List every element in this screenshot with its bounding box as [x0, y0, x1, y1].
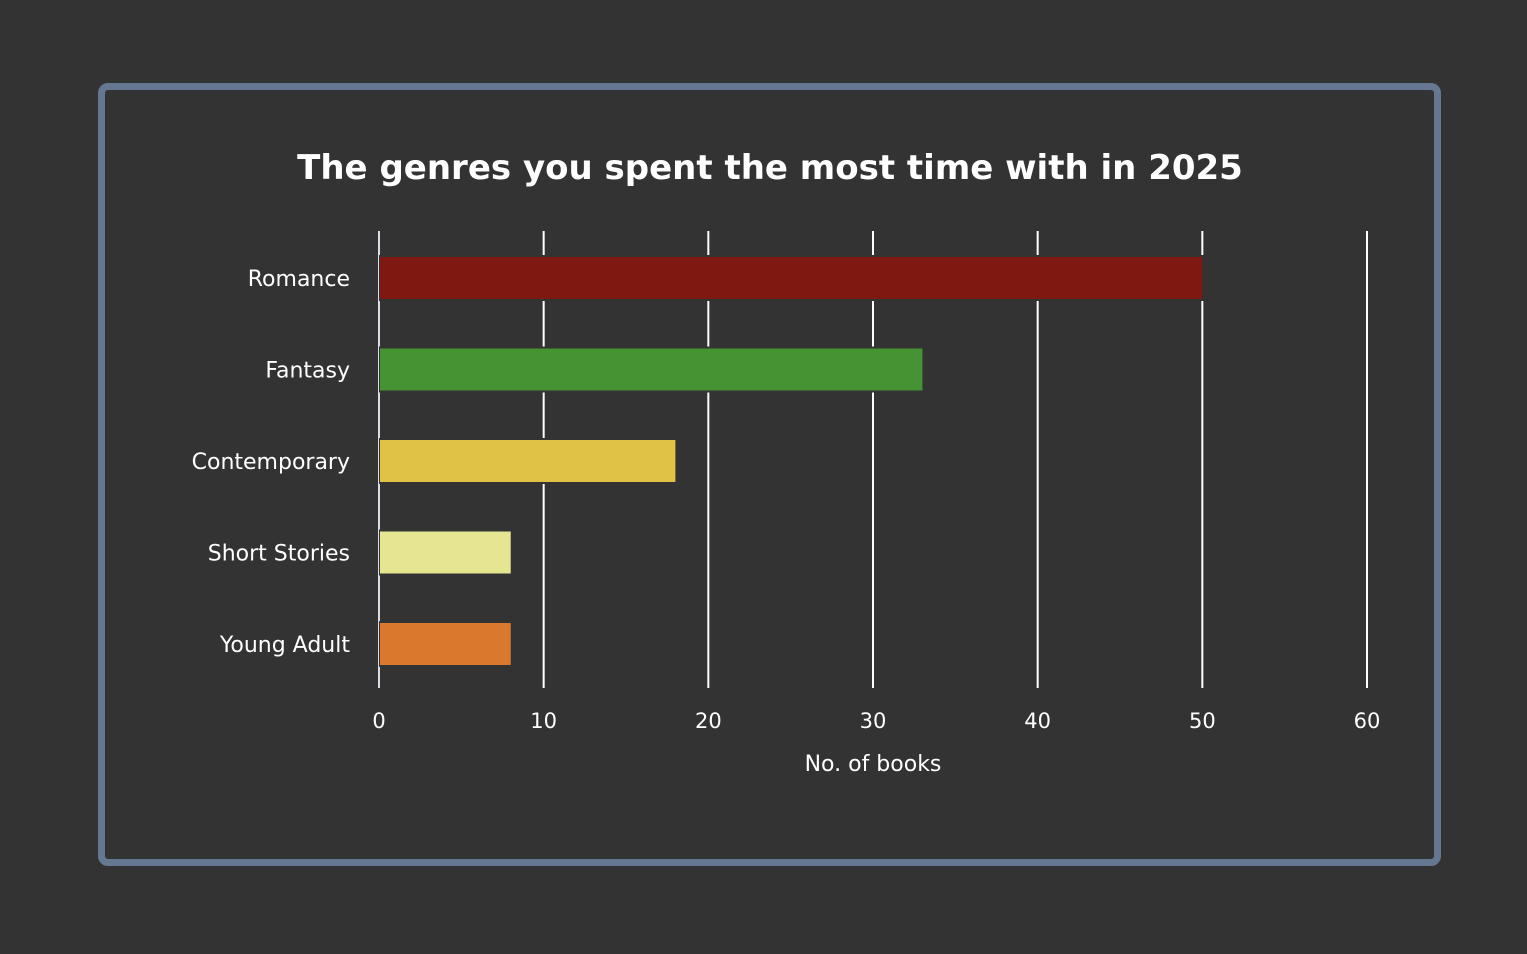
bar-short-stories — [380, 531, 511, 574]
x-axis-label: No. of books — [805, 752, 942, 777]
x-tick-label: 40 — [1024, 709, 1051, 733]
x-tick-label: 30 — [860, 709, 887, 733]
bar-young-adult — [380, 623, 511, 665]
x-tick-label: 50 — [1189, 709, 1216, 733]
x-tick-label: 20 — [695, 709, 722, 733]
x-tick-label: 60 — [1354, 709, 1381, 733]
category-label: Young Adult — [219, 633, 351, 658]
category-label: Romance — [248, 267, 350, 292]
category-label: Short Stories — [208, 542, 350, 567]
chart-title: The genres you spent the most time with … — [297, 148, 1243, 188]
category-label: Fantasy — [265, 359, 350, 384]
bar-romance — [380, 257, 1203, 299]
x-tick-label: 0 — [372, 709, 385, 733]
chart-card — [98, 83, 1441, 866]
bar-contemporary — [380, 440, 676, 482]
x-tick-label: 10 — [530, 709, 557, 733]
category-label: Contemporary — [192, 450, 350, 475]
bar-fantasy — [380, 348, 923, 391]
